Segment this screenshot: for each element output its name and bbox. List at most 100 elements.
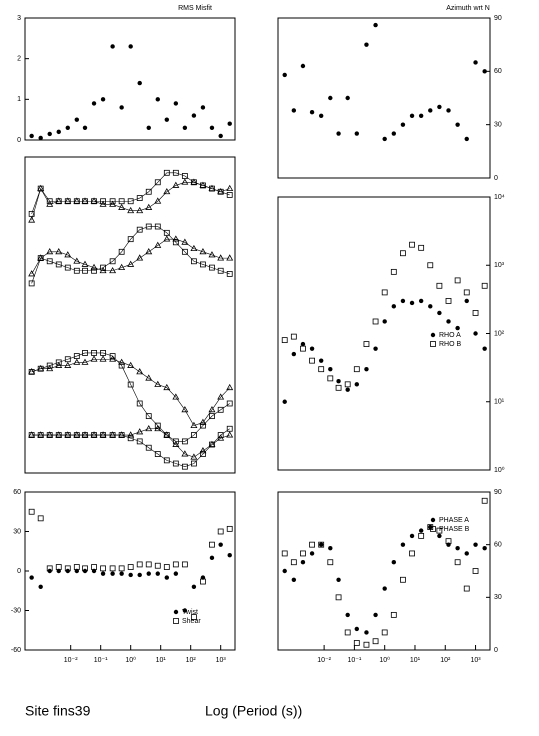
chart-title: RMS Misfit xyxy=(178,5,212,12)
point xyxy=(136,438,143,445)
point xyxy=(100,565,106,572)
point xyxy=(118,358,126,365)
point xyxy=(37,515,44,522)
point xyxy=(100,198,106,205)
point xyxy=(81,197,89,204)
point xyxy=(217,187,225,195)
point xyxy=(82,350,88,356)
point xyxy=(38,584,43,589)
point xyxy=(181,238,189,245)
point xyxy=(73,358,81,365)
point xyxy=(81,260,89,267)
series-line xyxy=(31,352,230,442)
point xyxy=(64,356,71,363)
point xyxy=(282,568,287,574)
y-tick-label: 30 xyxy=(13,528,21,535)
point xyxy=(182,125,188,130)
point xyxy=(344,381,351,388)
point xyxy=(154,451,161,457)
point xyxy=(109,353,116,359)
point xyxy=(354,131,360,136)
point xyxy=(82,125,88,130)
point xyxy=(127,260,135,267)
point xyxy=(90,197,98,204)
point xyxy=(119,571,124,576)
point xyxy=(227,121,232,126)
point xyxy=(154,179,161,186)
point xyxy=(217,406,224,413)
y-tick-label: 0 xyxy=(17,568,21,575)
point xyxy=(28,508,35,515)
point xyxy=(226,184,234,192)
point xyxy=(454,559,461,566)
point xyxy=(409,241,415,248)
x-tick-label: 10³ xyxy=(216,657,227,664)
point xyxy=(118,248,125,255)
point xyxy=(73,257,81,264)
point xyxy=(446,108,451,113)
point xyxy=(328,366,333,372)
point xyxy=(136,254,144,261)
legend-label: RHO B xyxy=(439,341,462,348)
point xyxy=(309,357,315,364)
point xyxy=(364,366,369,372)
point xyxy=(181,463,188,470)
point xyxy=(445,298,452,304)
series-line xyxy=(31,358,230,426)
point xyxy=(309,541,315,548)
point xyxy=(128,572,133,578)
x-tick-label: 10⁻¹ xyxy=(348,657,362,664)
point xyxy=(181,178,189,185)
point xyxy=(226,271,233,277)
point xyxy=(328,95,333,101)
point xyxy=(145,223,152,230)
point xyxy=(354,626,360,632)
point xyxy=(217,432,224,438)
point xyxy=(226,383,234,391)
point xyxy=(110,44,115,49)
point xyxy=(446,319,451,324)
point xyxy=(437,104,442,110)
point xyxy=(37,184,45,192)
point xyxy=(217,393,225,400)
point xyxy=(46,247,54,255)
point xyxy=(217,267,224,274)
point xyxy=(190,421,198,429)
point xyxy=(47,131,52,137)
point xyxy=(391,560,397,565)
legend-marker xyxy=(430,332,436,338)
point xyxy=(64,361,72,368)
point xyxy=(345,387,350,392)
x-axis-label: Log (Period (s)) xyxy=(205,703,302,719)
point xyxy=(73,431,81,438)
point xyxy=(290,559,297,566)
point xyxy=(418,244,425,251)
point xyxy=(100,264,106,271)
point xyxy=(482,346,487,351)
point xyxy=(208,405,216,413)
point xyxy=(382,319,387,324)
point xyxy=(172,561,179,568)
point xyxy=(191,460,197,467)
point xyxy=(46,565,53,572)
point xyxy=(100,350,106,356)
point xyxy=(437,533,442,539)
legend-label: PHASE A xyxy=(439,517,469,524)
point xyxy=(55,197,63,204)
point xyxy=(309,551,315,556)
point xyxy=(154,197,162,204)
point xyxy=(445,538,452,545)
point xyxy=(191,584,197,589)
plot-frame xyxy=(24,156,236,474)
point xyxy=(418,113,424,118)
point xyxy=(136,368,144,375)
point xyxy=(172,181,180,188)
legend-label: Twist xyxy=(182,609,198,616)
point xyxy=(145,247,153,255)
point xyxy=(38,135,43,141)
legend-marker xyxy=(430,341,436,347)
plot-frame xyxy=(277,491,491,651)
point xyxy=(336,379,341,384)
y-tick-label: 10² xyxy=(494,330,505,337)
point xyxy=(390,611,397,618)
